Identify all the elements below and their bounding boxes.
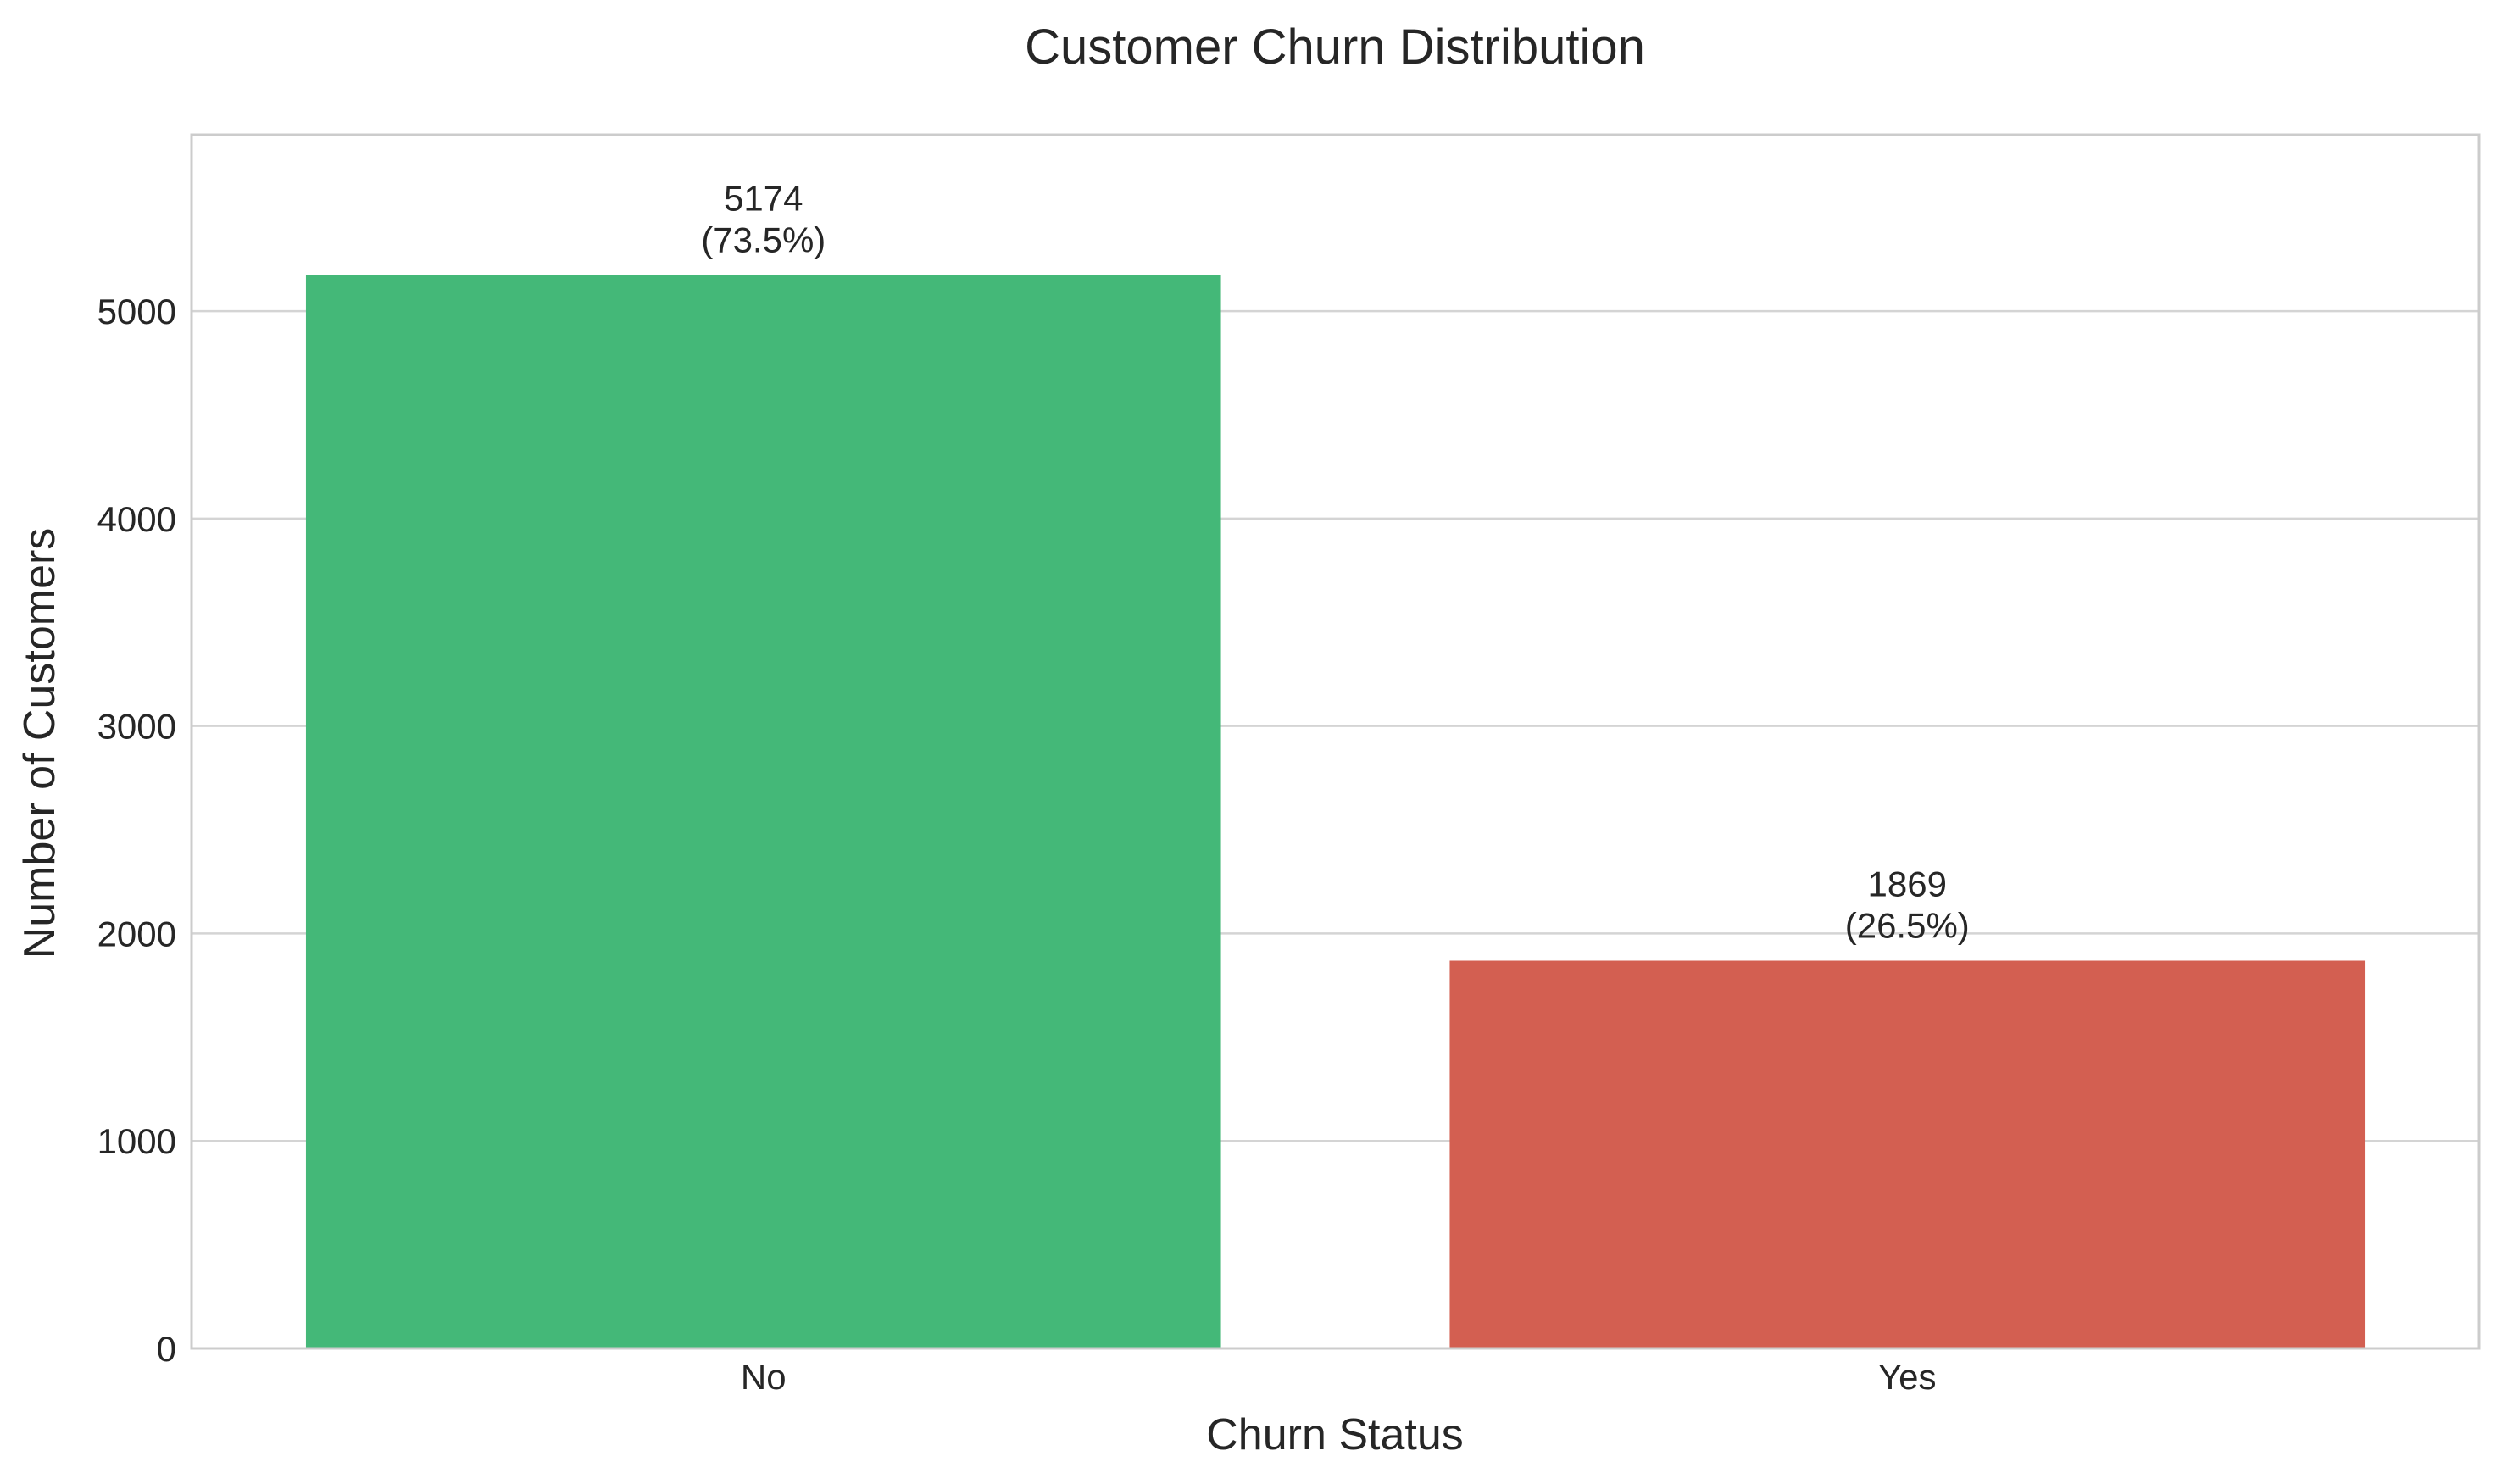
bar-no [305, 275, 1221, 1348]
y-tick-label: 3000 [97, 707, 176, 747]
x-axis-label: Churn Status [1206, 1410, 1464, 1459]
y-tick-label: 2000 [97, 914, 176, 953]
chart-title: Customer Churn Distribution [1025, 19, 1645, 75]
y-tick-label: 5000 [97, 292, 176, 331]
y-tick-label: 4000 [97, 499, 176, 539]
x-tick-label: Yes [1878, 1357, 1937, 1397]
plot-frame [190, 133, 2481, 1350]
bar-percent-label: (73.5%) [701, 220, 826, 259]
y-axis-ticks: 0 1000 2000 3000 4000 5000 [97, 292, 176, 1369]
bar-data-labels: 5174(73.5%) 1869(26.5%) [701, 178, 1970, 945]
y-tick-label: 1000 [97, 1121, 176, 1161]
bar-yes [1449, 960, 2366, 1348]
bar-percent-label: (26.5%) [1845, 905, 1970, 945]
bar-value-label: 1869 [1868, 864, 1947, 903]
bar-value-label: 5174 [724, 178, 803, 218]
y-tick-label: 0 [157, 1329, 176, 1369]
x-axis-ticks: No Yes [741, 1357, 1937, 1397]
x-tick-label: No [741, 1357, 787, 1397]
bars [305, 275, 2366, 1348]
y-axis-label: Number of Customers [15, 528, 64, 959]
